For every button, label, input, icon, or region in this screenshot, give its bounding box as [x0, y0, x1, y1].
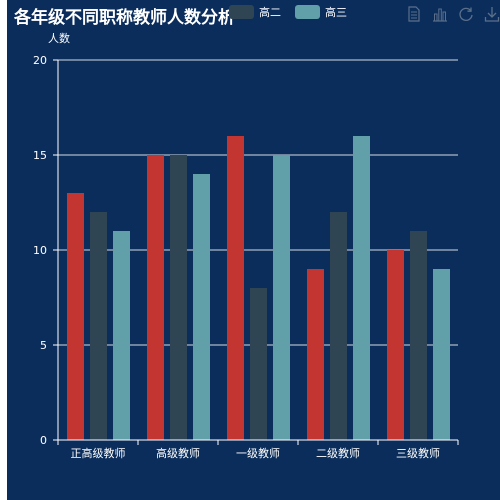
y-axis-title: 人数: [48, 32, 70, 45]
bar-1-5[interactable]: [387, 250, 404, 440]
legend-item-grade-3[interactable]: 高三: [295, 4, 347, 20]
legend-label: 高二: [259, 6, 281, 19]
bar-1-1[interactable]: [67, 193, 84, 440]
y-tick-label: 10: [33, 244, 47, 257]
bar-3-2[interactable]: [193, 174, 210, 440]
legend-label: 高三: [325, 6, 347, 19]
data-view-icon[interactable]: [406, 6, 422, 22]
bar-3-1[interactable]: [113, 231, 130, 440]
bar-1-2[interactable]: [147, 155, 164, 440]
y-tick-label: 0: [40, 434, 47, 447]
legend-item-grade-2[interactable]: 高二: [229, 4, 281, 20]
axes: 0 5 10 15 20 正高级教师 高级教师 一级教师 二级教师 三级教师: [33, 54, 459, 460]
bar-3-4[interactable]: [353, 136, 370, 440]
download-icon[interactable]: [484, 6, 500, 22]
bar-chart-icon[interactable]: [432, 6, 448, 22]
x-tick-label: 正高级教师: [71, 446, 126, 460]
bar-1-4[interactable]: [307, 269, 324, 440]
legend-swatch: [295, 5, 320, 19]
bar-2-1[interactable]: [90, 212, 107, 440]
x-tick-label: 一级教师: [236, 447, 280, 460]
bar-2-2[interactable]: [170, 155, 187, 440]
bars: [67, 136, 450, 440]
chart-title: 各年级不同职称教师人数分析: [14, 8, 235, 28]
bar-3-3[interactable]: [273, 155, 290, 440]
bar-2-5[interactable]: [410, 231, 427, 440]
bar-2-4[interactable]: [330, 212, 347, 440]
bar-3-5[interactable]: [433, 269, 450, 440]
y-tick-label: 15: [33, 149, 47, 162]
bar-1-3[interactable]: [227, 136, 244, 440]
refresh-icon[interactable]: [458, 6, 474, 22]
bar-2-3[interactable]: [250, 288, 267, 440]
x-tick-label: 高级教师: [156, 446, 200, 460]
legend-swatch: [229, 5, 254, 19]
x-tick-label: 三级教师: [396, 447, 440, 460]
y-tick-label: 20: [33, 54, 47, 67]
y-tick-label: 5: [40, 339, 47, 352]
x-tick-label: 二级教师: [316, 447, 360, 460]
